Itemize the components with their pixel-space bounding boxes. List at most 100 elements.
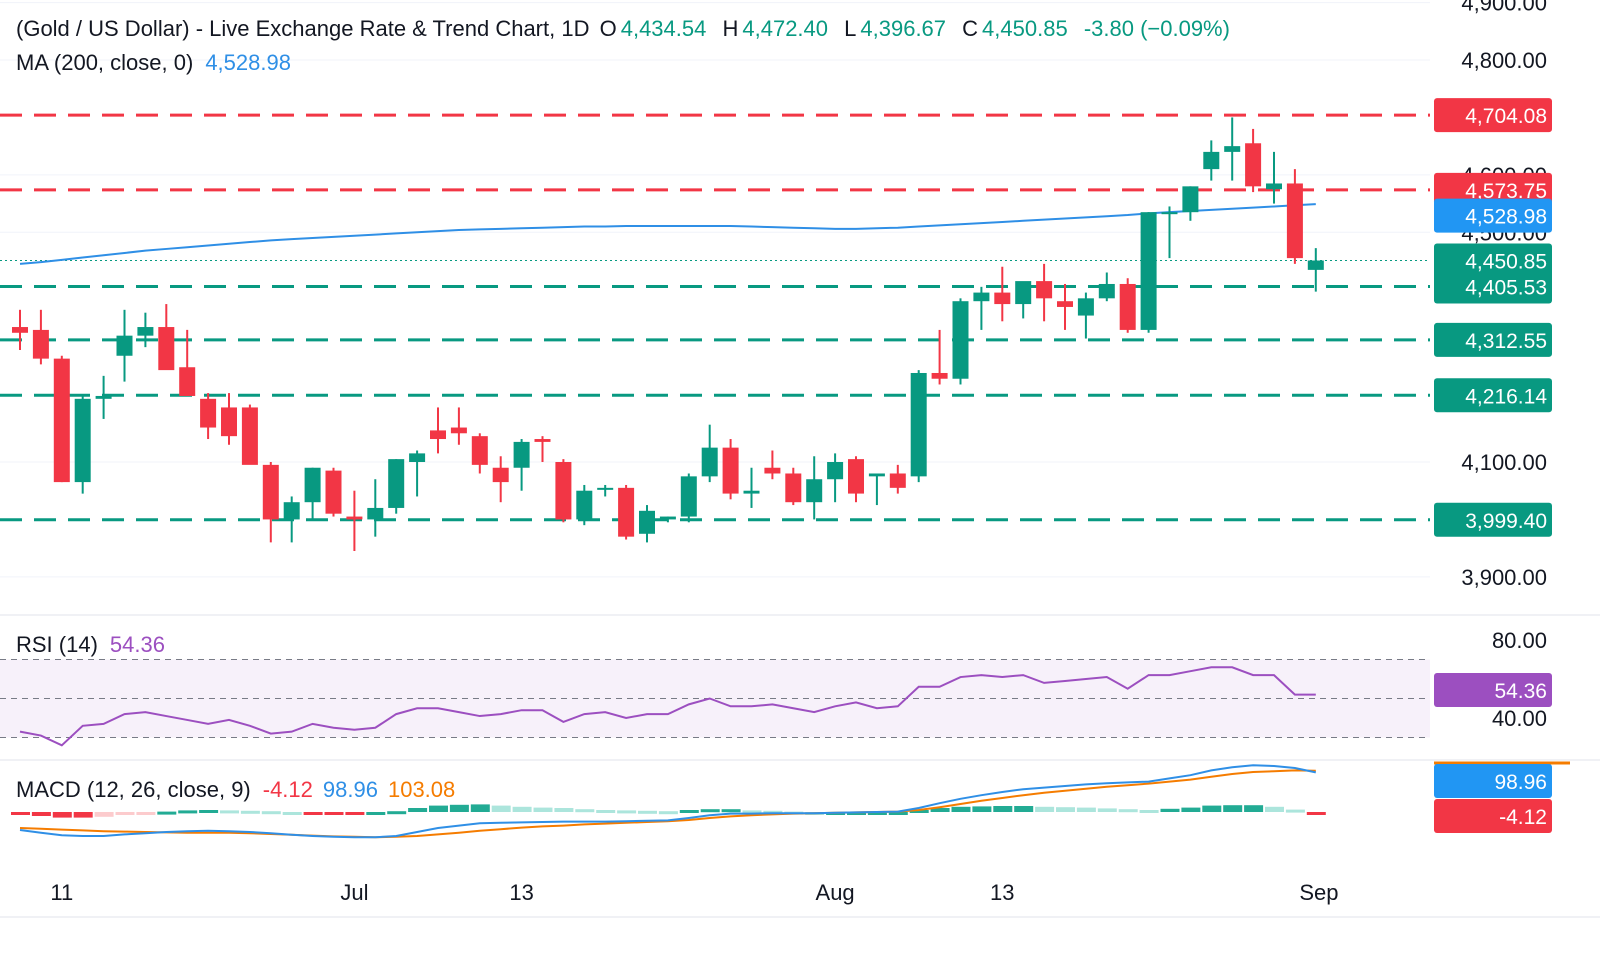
candle-body [910,372,927,477]
macd-hist-bar [52,812,72,818]
candle-body [1245,143,1262,187]
x-tick-label: Jul [340,880,368,905]
candle-body [994,292,1011,305]
ma200-line [19,203,1316,265]
x-tick-label: 13 [509,880,533,905]
candle-body [639,510,655,534]
candle [848,456,864,503]
candle-body [1161,212,1178,215]
rsi-tick-label: 40.00 [1492,706,1547,731]
macd-hist-bar [115,812,135,815]
candle-body [659,516,676,520]
macd-hist-value: -4.12 [262,777,313,802]
macd-hist-bar [31,812,51,816]
macd-hist-bar [930,808,950,812]
macd-legend: MACD (12, 26, close, 9) -4.12 98.96 103.08 [16,777,459,803]
candle [325,467,342,517]
candle-body [618,487,635,537]
candle [200,393,217,440]
level-tag-bg [1434,98,1552,133]
candle [116,309,133,382]
level-tag-bg [1434,172,1552,207]
level-tag: 4,405.53 [1465,277,1547,300]
macd-hist-bar [1306,812,1326,815]
macd-hist-bar [470,804,490,812]
macd-hist-bar [533,807,553,812]
candle [1161,206,1178,259]
candle [1203,140,1220,181]
candle [973,286,990,330]
candle [1182,186,1199,221]
candle-body [158,327,175,371]
candle [1266,151,1282,204]
candle-body [241,407,258,465]
candle [492,456,509,503]
candle [12,309,28,351]
candle [304,467,321,520]
macd-hist-bar [1056,807,1075,812]
macd-hist-bar [575,809,595,813]
candle [952,298,969,385]
candle [764,450,781,480]
macd-hist-bar [157,811,177,815]
macd-hist-bar [1285,809,1305,813]
candle-body [346,516,363,520]
candle [743,467,760,508]
candle-body [1140,212,1157,330]
low-value: 4,396.67 [860,16,947,41]
candle-body [848,459,864,494]
candle [388,459,405,514]
candle-body [931,372,948,379]
rsi-value: 54.36 [109,632,165,657]
macd-hist-bar [491,805,511,812]
macd-hist-bar [449,804,469,812]
candle-body [952,301,969,379]
macd-hist-bar [638,810,657,814]
candle [32,309,49,365]
macd-hist-bar [1265,806,1284,812]
macd-hist-bar [408,808,428,812]
macd-hist-bar [847,812,866,815]
macd-hist-bar [993,806,1013,812]
candle-body [95,395,112,399]
macd-hist-bar [303,812,323,815]
macd-hist-tag: -4.12 [1499,806,1547,829]
candle [1077,292,1094,339]
macd-hist-bar [1202,805,1222,812]
macd-hist-bar [888,812,908,815]
candle [241,404,258,465]
macd-line [19,764,1317,839]
macd-hist-bar [1014,806,1034,812]
macd-hist-bar [220,810,239,814]
candle [910,370,927,483]
candle-body [827,462,844,480]
candle [262,462,279,543]
ma-legend: MA (200, close, 0) 4,528.98 [16,50,295,76]
candle-body [785,473,802,503]
candle-body [179,367,196,396]
macd-hist-bar [742,810,762,814]
macd-hist-bar [972,806,992,812]
candle-body [973,292,990,302]
candle [639,505,655,543]
x-tick-label: 11 [50,880,73,905]
y-tick-label: 4,100.00 [1461,450,1547,475]
candle-body [200,398,217,428]
macd-hist-bar [73,812,93,818]
candle-body [764,467,781,474]
macd-line-value: 98.96 [322,777,378,802]
candle-body [471,436,488,465]
candle [868,473,885,506]
level-tag: 4,312.55 [1465,330,1547,353]
macd-hist-tag-bg [1434,799,1552,833]
rsi-label: RSI (14) [16,632,98,657]
candle [1307,248,1324,292]
macd-hist-bar [1076,807,1096,812]
candle [1245,128,1262,193]
candle-body [1307,260,1324,270]
candle [158,304,175,371]
candle-body [492,467,509,483]
macd-hist-bar [366,812,386,815]
candle-body [262,464,279,520]
